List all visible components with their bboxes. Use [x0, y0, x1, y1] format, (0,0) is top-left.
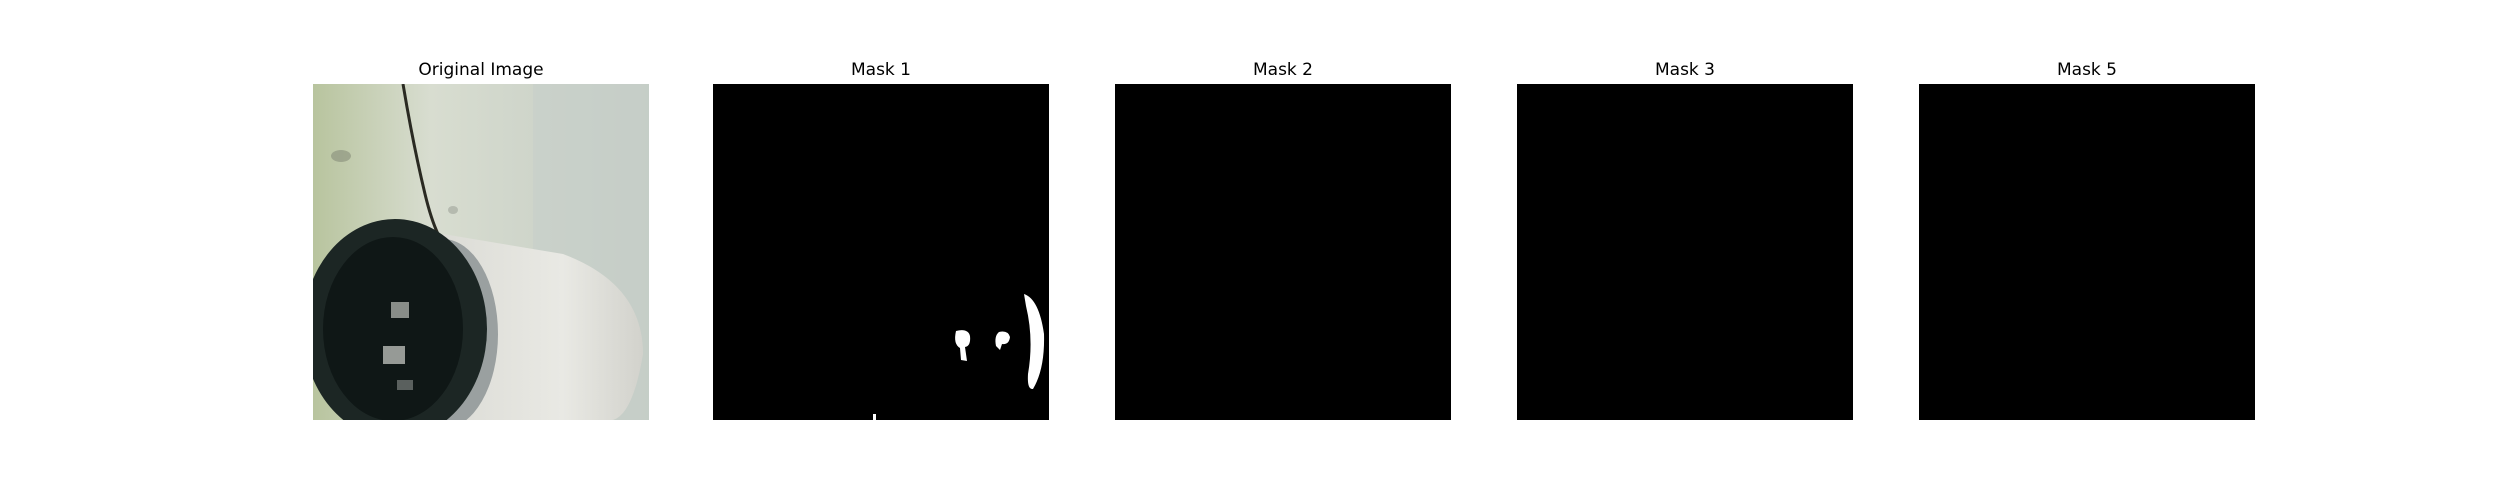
panel-title: Mask 2: [1252, 60, 1313, 80]
mask-5-image: [1919, 84, 2255, 420]
panel-title: Mask 3: [1654, 60, 1715, 80]
panel-title: Original Image: [418, 60, 544, 80]
panel-title: Mask 5: [2056, 60, 2117, 80]
mask-2-image: [1115, 84, 1451, 420]
mask-3-image: [1517, 84, 1853, 420]
original-photo: [313, 84, 649, 420]
mask-1-image: [713, 84, 1049, 420]
panel-title: Mask 1: [850, 60, 911, 80]
